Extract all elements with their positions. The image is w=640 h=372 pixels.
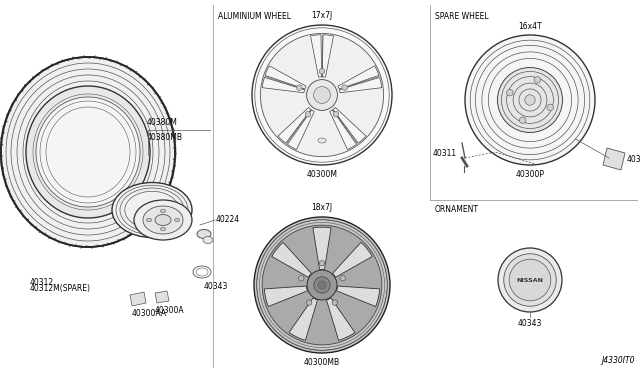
Text: ORNAMENT: ORNAMENT [435, 205, 479, 214]
Text: 17x7J: 17x7J [312, 11, 333, 20]
Ellipse shape [134, 200, 192, 240]
Circle shape [307, 300, 312, 305]
Wedge shape [338, 66, 379, 89]
Ellipse shape [143, 206, 183, 234]
Wedge shape [265, 66, 306, 89]
Circle shape [252, 25, 392, 165]
Wedge shape [323, 35, 333, 77]
Text: 40224: 40224 [216, 215, 240, 224]
Text: 16x4T: 16x4T [518, 22, 542, 31]
Ellipse shape [161, 209, 166, 213]
Circle shape [307, 80, 337, 110]
Wedge shape [278, 108, 311, 143]
Circle shape [319, 260, 324, 266]
Circle shape [314, 277, 330, 293]
Wedge shape [339, 77, 381, 93]
Text: 40380M: 40380M [147, 118, 178, 127]
Text: 18x7J: 18x7J [312, 203, 333, 212]
Wedge shape [264, 286, 307, 307]
Text: SPARE WHEEL: SPARE WHEEL [435, 12, 488, 21]
Circle shape [296, 85, 302, 90]
Circle shape [534, 77, 541, 83]
Text: 40300A: 40300A [155, 306, 184, 315]
Wedge shape [313, 227, 331, 270]
Text: 40380MB: 40380MB [147, 133, 183, 142]
Circle shape [333, 112, 339, 117]
Text: 40300AA: 40300AA [132, 309, 167, 318]
Circle shape [520, 117, 526, 124]
Circle shape [497, 67, 563, 132]
Text: J4330IT0: J4330IT0 [602, 356, 635, 365]
Ellipse shape [147, 218, 152, 222]
Circle shape [504, 254, 556, 306]
Wedge shape [310, 35, 322, 77]
Circle shape [299, 276, 304, 281]
Circle shape [507, 89, 513, 96]
Circle shape [547, 104, 554, 110]
Circle shape [465, 35, 595, 165]
Circle shape [319, 68, 325, 74]
Ellipse shape [318, 138, 326, 143]
Circle shape [340, 276, 346, 281]
Text: 40300P: 40300P [515, 170, 545, 179]
Wedge shape [287, 110, 314, 150]
Wedge shape [330, 110, 356, 150]
Text: 40353: 40353 [627, 155, 640, 164]
Ellipse shape [1, 57, 175, 247]
Ellipse shape [175, 218, 179, 222]
Polygon shape [130, 292, 146, 306]
Text: 40343: 40343 [518, 319, 542, 328]
Ellipse shape [36, 97, 140, 207]
Circle shape [525, 95, 535, 105]
Wedge shape [272, 242, 312, 277]
Ellipse shape [155, 215, 171, 225]
Wedge shape [326, 298, 355, 340]
Circle shape [498, 248, 562, 312]
Wedge shape [333, 242, 372, 277]
Circle shape [254, 217, 390, 353]
Text: 40300MB: 40300MB [304, 358, 340, 367]
Polygon shape [155, 291, 169, 303]
Ellipse shape [161, 227, 166, 231]
Text: 40312M(SPARE): 40312M(SPARE) [30, 284, 91, 293]
Circle shape [260, 33, 383, 157]
Ellipse shape [26, 86, 150, 218]
Text: ALUMINIUM WHEEL: ALUMINIUM WHEEL [218, 12, 291, 21]
Wedge shape [333, 108, 366, 143]
Ellipse shape [203, 237, 213, 244]
Circle shape [305, 112, 311, 117]
Wedge shape [289, 298, 317, 340]
Circle shape [262, 225, 382, 345]
Ellipse shape [112, 183, 192, 237]
Circle shape [509, 259, 551, 301]
Text: 40300M: 40300M [307, 170, 337, 179]
Ellipse shape [197, 230, 211, 238]
Circle shape [332, 300, 337, 305]
Circle shape [314, 87, 330, 103]
Wedge shape [262, 77, 305, 93]
Circle shape [318, 281, 326, 289]
Text: 40343: 40343 [204, 282, 228, 291]
Wedge shape [337, 286, 380, 307]
Text: NISSAN: NISSAN [516, 278, 543, 282]
Polygon shape [603, 148, 625, 170]
Circle shape [307, 270, 337, 300]
Text: 40312: 40312 [30, 278, 54, 287]
Text: 40311: 40311 [433, 148, 457, 157]
Circle shape [342, 85, 348, 90]
